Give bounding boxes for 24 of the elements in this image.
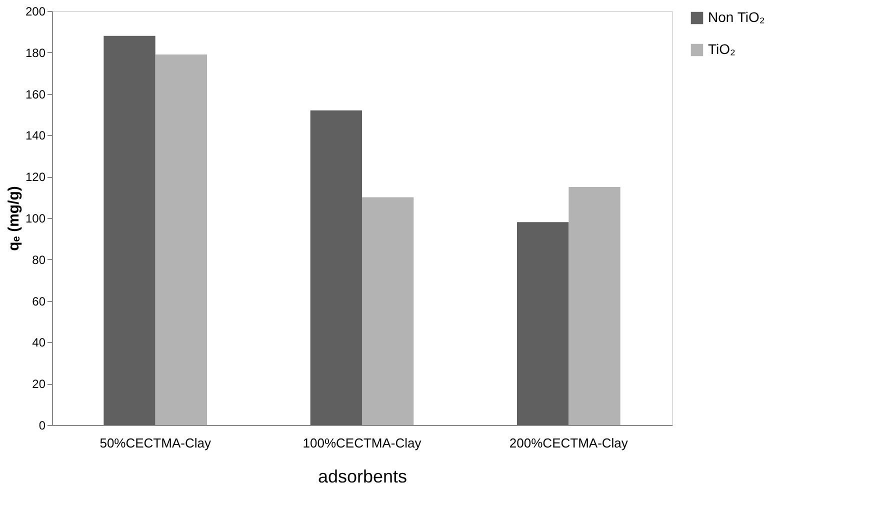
y-tick-label: 80 — [32, 252, 46, 267]
bar — [155, 54, 207, 425]
y-tick-label: 0 — [38, 418, 46, 432]
x-axis-title: adsorbents — [318, 466, 408, 486]
bar — [310, 110, 362, 425]
y-tick-label: 140 — [25, 128, 46, 143]
y-axis-title: qₑ (mg/g) — [5, 186, 22, 251]
x-tick-label: 100%CECTMA-Clay — [302, 436, 422, 450]
y-tick-label: 160 — [25, 87, 46, 102]
legend-label: Non TiO₂ — [708, 9, 765, 25]
y-tick-label: 60 — [32, 294, 46, 308]
x-tick-label: 50%CECTMA-Clay — [100, 436, 212, 450]
y-tick-label: 40 — [32, 336, 46, 350]
bar — [362, 197, 414, 425]
y-tick-label: 100 — [25, 212, 46, 226]
legend-label: TiO₂ — [708, 41, 736, 57]
x-tick-label: 200%CECTMA-Clay — [509, 436, 628, 450]
y-tick-label: 180 — [25, 46, 46, 60]
bar — [568, 186, 620, 425]
bar — [104, 36, 156, 425]
y-tick-label: 20 — [32, 377, 46, 392]
y-tick-label: 200 — [25, 4, 46, 18]
bar — [517, 222, 569, 425]
y-tick-label: 120 — [25, 170, 46, 184]
